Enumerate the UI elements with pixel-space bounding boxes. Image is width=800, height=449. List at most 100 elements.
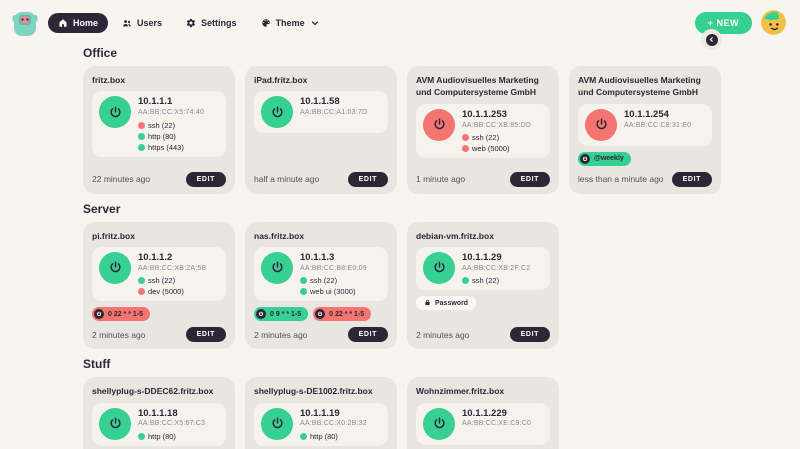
card-row: fritz.box 10.1.1.1 AA:BB:CC:X5:74:40 ssh (2… bbox=[83, 66, 722, 194]
edit-button[interactable]: EDIT bbox=[347, 327, 388, 343]
device-ip: 10.1.1.229 bbox=[462, 407, 507, 419]
badge-label: 0 22 * * 1-5 bbox=[108, 310, 144, 318]
port-status: http (80) bbox=[300, 432, 338, 441]
device-card: nas.fritz.box 10.1.1.3 AA:BB:CC:B8:E0:09 ss… bbox=[245, 221, 397, 350]
power-button[interactable] bbox=[99, 251, 131, 284]
collapse-button[interactable] bbox=[701, 29, 722, 50]
power-button[interactable] bbox=[99, 407, 131, 440]
device-panel: 10.1.1.18 AA:BB:CC:X5:67:C3 http (80) bbox=[92, 402, 226, 446]
gear-icon bbox=[186, 18, 196, 28]
device-name: AVM Audiovisuelles Marketing und Compute… bbox=[578, 75, 701, 98]
port-status-dot bbox=[462, 277, 469, 285]
port-status: http (80) bbox=[138, 132, 176, 141]
device-mac: AA:BB:CC:X5:74:40 bbox=[138, 109, 205, 117]
chevron-left-icon bbox=[705, 33, 718, 46]
device-card: iPad.fritz.box 10.1.1.58 AA:BB:CC:A1:03:7D… bbox=[245, 66, 397, 194]
badge-label: Password bbox=[435, 299, 469, 307]
section-title: Stuff bbox=[83, 357, 111, 372]
port-list: ssh (22) bbox=[462, 276, 530, 285]
power-button[interactable] bbox=[585, 108, 617, 141]
power-button[interactable] bbox=[423, 108, 455, 141]
device-name: shellyplug-s-DDEC62.fritz.box bbox=[92, 386, 214, 397]
device-info: 10.1.1.29 AA:BB:CC:XB:2F:C2 ssh (22) bbox=[462, 252, 530, 285]
power-button[interactable] bbox=[261, 251, 293, 284]
device-name: debian-vm.fritz.box bbox=[416, 230, 494, 241]
device-panel: 10.1.1.58 AA:BB:CC:A1:03:7D bbox=[254, 91, 388, 134]
port-status-dot bbox=[300, 432, 307, 440]
badge-row: @weekly bbox=[578, 151, 712, 166]
port-label: ssh (22) bbox=[310, 276, 338, 286]
badge-row: 0 9 * * 1-5 0 22 * * 1-5 bbox=[254, 307, 388, 322]
device-card: AVM Audiovisuelles Marketing und Compute… bbox=[569, 66, 721, 194]
password-badge: Password bbox=[416, 296, 477, 311]
edit-button[interactable]: EDIT bbox=[185, 327, 226, 343]
edit-button[interactable]: EDIT bbox=[509, 171, 550, 187]
nav-item-label: Settings bbox=[201, 17, 237, 28]
new-device-button[interactable]: + NEW bbox=[694, 11, 752, 34]
device-info: 10.1.1.254 AA:BB:CC:C8:31:E0 bbox=[624, 109, 691, 130]
power-icon bbox=[94, 309, 104, 320]
shutdown-cron-badge: 0 22 * * 1-5 bbox=[92, 307, 151, 322]
device-card: debian-vm.fritz.box 10.1.1.29 AA:BB:CC:XB:… bbox=[407, 221, 559, 350]
card-footer: 1 minute ago EDIT bbox=[416, 166, 550, 187]
port-status: ssh (22) bbox=[462, 276, 499, 285]
edit-button[interactable]: EDIT bbox=[347, 171, 388, 187]
last-seen-text: 2 minutes ago bbox=[254, 329, 308, 340]
edit-button[interactable]: EDIT bbox=[185, 171, 226, 187]
device-ip: 10.1.1.254 bbox=[624, 108, 669, 120]
badge-row: Password bbox=[416, 296, 550, 311]
port-status: ssh (22) bbox=[300, 276, 337, 285]
last-seen-text: 2 minutes ago bbox=[416, 329, 470, 340]
device-mac: AA:BB:CC:XB:85:DD bbox=[462, 121, 532, 129]
device-info: 10.1.1.253 AA:BB:CC:XB:85:DD ssh (22) web (… bbox=[462, 109, 543, 153]
device-info: 10.1.1.19 AA:BB:CC:X0:2B:32 http (80) bbox=[300, 408, 367, 441]
badge-label: 0 9 * * 1-5 bbox=[270, 310, 302, 318]
user-avatar[interactable] bbox=[761, 10, 786, 35]
power-icon bbox=[580, 153, 590, 164]
power-button[interactable] bbox=[423, 251, 455, 284]
last-seen-text: half a minute ago bbox=[254, 174, 320, 185]
port-list: http (80) bbox=[300, 432, 367, 441]
device-name: AVM Audiovisuelles Marketing und Compute… bbox=[416, 75, 539, 98]
device-mac: AA:BB:CC:X5:67:C3 bbox=[138, 420, 206, 428]
palette-icon bbox=[261, 18, 271, 28]
edit-button[interactable]: EDIT bbox=[671, 171, 712, 187]
port-status-dot bbox=[138, 288, 145, 296]
device-info: 10.1.1.229 AA:BB:CC:XE:C9:C0 bbox=[462, 408, 531, 429]
card-footer: 22 minutes ago EDIT bbox=[92, 166, 226, 187]
device-sections: Office fritz.box 10.1.1.1 AA:BB:CC:X5:74:40… bbox=[0, 38, 800, 449]
device-panel: 10.1.1.2 AA:BB:CC:XB:2A:5B ssh (22) dev (50… bbox=[92, 246, 226, 302]
wake-cron-badge: @weekly bbox=[578, 151, 631, 166]
port-status-dot bbox=[300, 288, 307, 296]
device-card: pi.fritz.box 10.1.1.2 AA:BB:CC:XB:2A:5B ssh… bbox=[83, 221, 235, 350]
device-info: 10.1.1.2 AA:BB:CC:XB:2A:5B ssh (22) dev (50… bbox=[138, 252, 219, 296]
device-ip: 10.1.1.18 bbox=[138, 407, 178, 419]
nav-item-theme[interactable]: Theme bbox=[251, 13, 329, 33]
port-status: dev (5000) bbox=[138, 287, 184, 296]
nav-item-home[interactable]: Home bbox=[48, 12, 109, 33]
nav-item-settings[interactable]: Settings bbox=[176, 13, 247, 33]
badge-label: @weekly bbox=[594, 155, 624, 163]
nav-menu: Home Users Settings Theme bbox=[48, 12, 329, 33]
device-card: shellyplug-s-DE1002.fritz.box 10.1.1.19 AA… bbox=[245, 377, 397, 449]
port-label: http (80) bbox=[310, 431, 338, 441]
power-button[interactable] bbox=[99, 96, 131, 129]
last-seen-text: 1 minute ago bbox=[416, 174, 466, 185]
port-list: ssh (22) web (5000) bbox=[462, 133, 543, 153]
power-button[interactable] bbox=[423, 407, 455, 440]
port-status: ssh (22) bbox=[138, 276, 175, 285]
port-label: ssh (22) bbox=[472, 276, 500, 286]
power-button[interactable] bbox=[261, 96, 293, 129]
device-info: 10.1.1.18 AA:BB:CC:X5:67:C3 http (80) bbox=[138, 408, 205, 441]
power-button[interactable] bbox=[261, 407, 293, 440]
card-footer: half a minute ago EDIT bbox=[254, 166, 388, 187]
device-panel: 10.1.1.229 AA:BB:CC:XE:C9:C0 bbox=[416, 402, 550, 445]
port-status-dot bbox=[138, 132, 145, 140]
device-info: 10.1.1.1 AA:BB:CC:X5:74:40 ssh (22) http (8… bbox=[138, 96, 219, 152]
card-row: shellyplug-s-DDEC62.fritz.box 10.1.1.18 AA… bbox=[83, 377, 722, 449]
edit-button[interactable]: EDIT bbox=[509, 327, 550, 343]
nav-item-users[interactable]: Users bbox=[112, 13, 172, 33]
port-status: http (80) bbox=[138, 432, 176, 441]
device-ip: 10.1.1.2 bbox=[138, 251, 173, 263]
last-seen-text: 22 minutes ago bbox=[92, 174, 151, 185]
